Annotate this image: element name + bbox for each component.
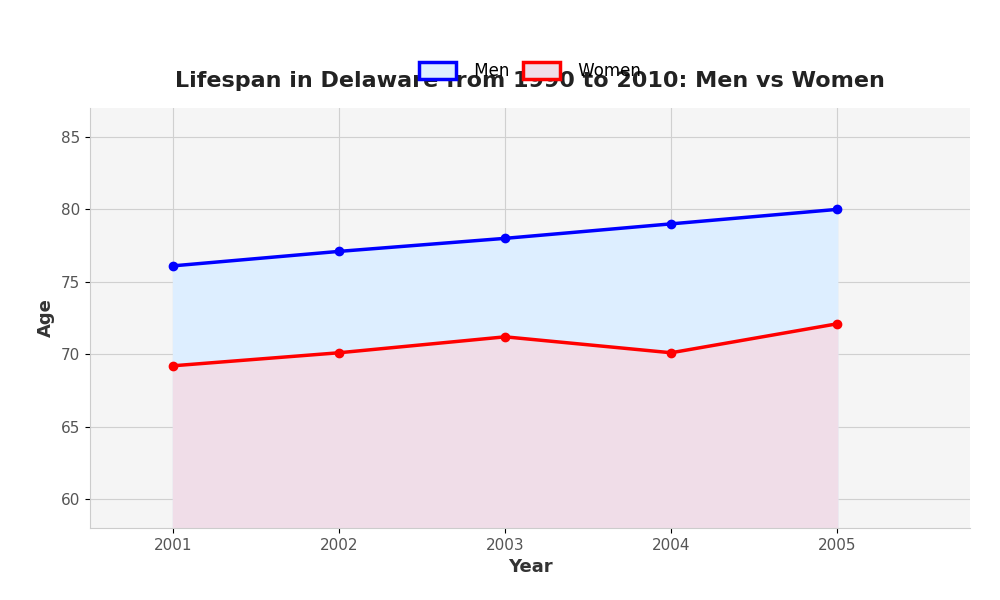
X-axis label: Year: Year — [508, 558, 552, 576]
Legend:  Men,  Women: Men, Women — [419, 62, 641, 80]
Title: Lifespan in Delaware from 1990 to 2010: Men vs Women: Lifespan in Delaware from 1990 to 2010: … — [175, 71, 885, 91]
Y-axis label: Age: Age — [37, 299, 55, 337]
